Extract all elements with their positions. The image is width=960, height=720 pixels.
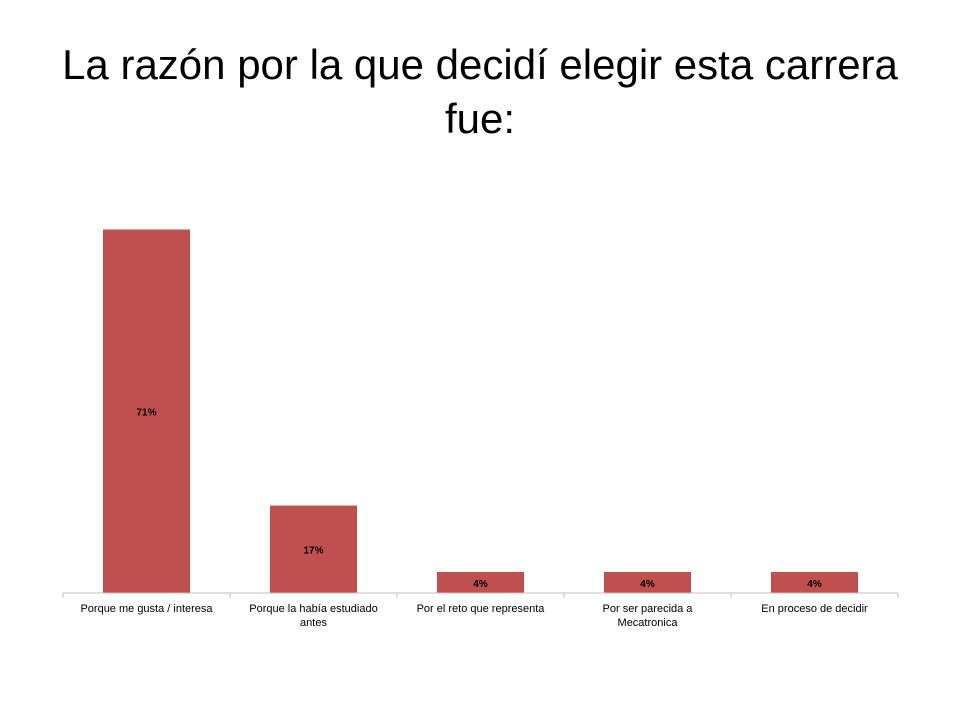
slide-title: La razón por la que decidí elegir esta c… (62, 41, 898, 142)
x-tick-label-line: Mecatronica (618, 617, 679, 629)
data-label-5: 4% (807, 579, 822, 590)
data-label-4: 4% (640, 579, 655, 590)
data-label-1: 71% (136, 408, 156, 419)
x-tick-label-line: Por ser parecida a (603, 603, 694, 615)
x-tick-label-4: Por ser parecida a Mecatronica (603, 603, 694, 629)
x-tick-label-line: Por el reto que representa (417, 603, 546, 615)
x-tick-label-1: Porque me gusta / interesa (80, 603, 213, 615)
bar-2 (270, 505, 357, 594)
x-tick-label-2: Porque la había estudiado antes (249, 603, 377, 629)
x-tick-label-5: En proceso de decidir (761, 603, 868, 615)
x-tick-label-line: antes (300, 617, 327, 629)
x-tick-label-line: Porque la había estudiado (249, 603, 377, 615)
x-tick-label-3: Por el reto que representa (417, 603, 546, 615)
data-label-3: 4% (473, 579, 488, 590)
x-tick-label-line: Porque me gusta / interesa (80, 603, 213, 615)
x-tick-label-line: En proceso de decidir (761, 603, 868, 615)
data-label-2: 17% (303, 546, 323, 557)
